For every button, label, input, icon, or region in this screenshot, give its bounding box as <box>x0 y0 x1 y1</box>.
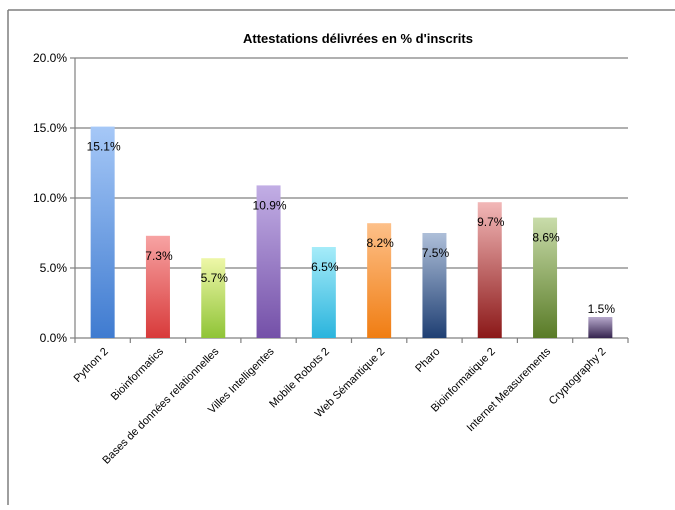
bars <box>90 126 613 338</box>
x-tick-label: Bases de données relationnelles <box>100 345 221 466</box>
chart-title: Attestations délivrées en % d'inscrits <box>243 31 473 46</box>
bar <box>311 247 336 338</box>
data-label: 5.7% <box>201 271 229 285</box>
data-label: 1.5% <box>588 302 616 316</box>
bar <box>256 185 281 338</box>
data-label: 15.1% <box>87 140 121 154</box>
bar <box>533 217 558 338</box>
bar <box>367 223 392 338</box>
data-labels: 15.1% 7.3% 5.7% 10.9% 6.5% 8.2% 7.5% 9.7% 8.6% 1.… <box>87 140 616 316</box>
x-tick-label: Bioinformatics <box>109 345 167 403</box>
bar <box>422 233 447 338</box>
y-axis-tick-labels: 0.0% 5.0% 10.0% 15.0% 20.0% <box>33 51 67 345</box>
bar <box>201 258 226 338</box>
x-tick-label: Cryptography 2 <box>547 346 609 408</box>
data-label: 8.6% <box>532 231 560 245</box>
y-tick-label: 10.0% <box>33 191 67 205</box>
x-tick-label: Python 2 <box>72 346 111 385</box>
x-tick-label: Mobile Robots 2 <box>267 346 332 411</box>
bar <box>145 235 170 338</box>
y-tick-label: 5.0% <box>40 261 68 275</box>
data-label: 7.5% <box>422 246 450 260</box>
y-tick-label: 20.0% <box>33 51 67 65</box>
bar <box>477 202 502 338</box>
data-label: 6.5% <box>311 260 339 274</box>
x-tick-label: Pharo <box>413 346 442 375</box>
bar <box>90 126 115 338</box>
y-tick-label: 15.0% <box>33 121 67 135</box>
y-tick-label: 0.0% <box>40 331 68 345</box>
bar <box>588 317 613 338</box>
data-label: 8.2% <box>366 236 394 250</box>
data-label: 10.9% <box>253 198 287 212</box>
data-label: 9.7% <box>477 215 505 229</box>
data-label: 7.3% <box>145 249 173 263</box>
